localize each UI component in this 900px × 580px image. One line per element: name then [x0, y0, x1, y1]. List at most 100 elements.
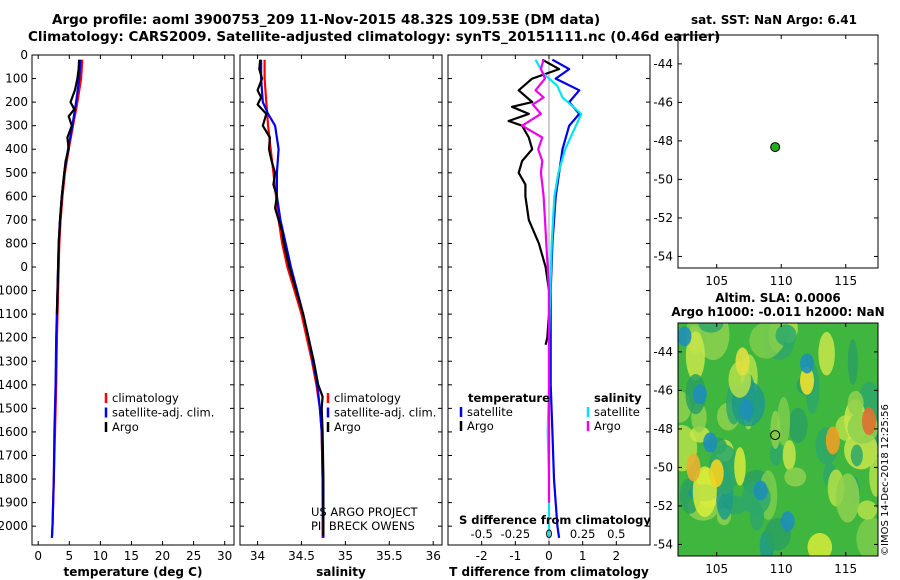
heatmap-cell: [685, 331, 705, 381]
y-tick-label: -50: [653, 172, 673, 186]
heatmap-cell: [850, 444, 863, 467]
legend-item-label: Argo: [467, 419, 494, 433]
x-tick-label: 36: [426, 549, 441, 563]
x-tick-label: -2: [476, 549, 488, 563]
y-tick-label: 1800: [0, 472, 28, 486]
series-line-satellite-adj-clim-: [50, 59, 82, 538]
x-tick-label: 105: [705, 562, 728, 576]
series-line-t-satellite: [549, 58, 581, 539]
y-tick-label: -44: [653, 345, 673, 359]
legend-item-label: satellite-adj. clim.: [112, 406, 214, 420]
y-tick-label: 1000: [0, 284, 28, 298]
series-line-argo: [55, 59, 81, 315]
y-tick-label: -54: [653, 537, 673, 551]
heatmap-cell: [739, 399, 754, 420]
heatmap-cell: [678, 326, 692, 347]
x-tick-label: 35: [338, 549, 353, 563]
series-line-climatology: [263, 59, 324, 538]
x-tick-label: 15: [124, 549, 139, 563]
y-tick-label: 0: [20, 260, 28, 274]
legend-difference: temperaturesatelliteArgosalinitysatellit…: [459, 391, 642, 433]
series-line-argo: [256, 59, 325, 536]
heatmap-cell: [686, 453, 701, 482]
heatmap-cell: [847, 338, 858, 386]
heatmap-cell: [807, 533, 833, 556]
x-tick-label: 110: [770, 274, 793, 288]
x-tick-label: 0: [545, 549, 553, 563]
heatmap-cell: [800, 366, 815, 395]
heatmap-cell: [770, 410, 781, 449]
x-tick-label: 5: [65, 549, 73, 563]
heatmap-cell: [857, 500, 878, 520]
heatmap-cell: [825, 426, 840, 455]
heatmap-cell: [856, 517, 878, 556]
figure-title-line2: Climatology: CARS2009. Satellite-adjuste…: [28, 29, 721, 45]
x-tick-label: 110: [770, 562, 793, 576]
secondary-axis-label: S difference from climatology: [459, 513, 651, 527]
map-sla_map: -44 -46 -48 -50 -52 -54 105 110 115 Altim. SLA: 0…: [653, 291, 884, 576]
map-title: Altim. SLA: 0.0006: [715, 291, 841, 305]
heatmap-cell: [818, 331, 835, 376]
x-tick-label: 2: [613, 549, 621, 563]
series-group: [256, 59, 325, 538]
x-tick-label: 0: [34, 549, 42, 563]
legend-item-label: Argo: [112, 420, 139, 434]
y-tick-label: 800: [5, 236, 28, 250]
x-tick-label: 35.5: [376, 549, 403, 563]
y-tick-label: 100: [5, 72, 28, 86]
plot-frame: [239, 54, 443, 546]
y-tick-label: 400: [5, 142, 28, 156]
heatmap-cell: [835, 473, 860, 523]
heatmap-cell: [749, 502, 765, 531]
heatmap-cell: [777, 397, 791, 446]
s-tick-label: -0.5: [470, 527, 492, 541]
heatmap-cell: [692, 384, 707, 405]
x-tick-label: 20: [155, 549, 170, 563]
legend-item-label: climatology: [112, 391, 179, 405]
legend-item-label: satellite: [594, 405, 640, 419]
heatmap-cell: [769, 441, 783, 467]
heatmap-cell: [800, 353, 815, 374]
x-axis-label: temperature (deg C): [64, 565, 203, 579]
map-sst_map: -44 -46 -48 -50 -52 -54 105 110 115 sat. SST: NaN…: [653, 13, 879, 288]
heatmap-cell: [869, 456, 878, 497]
panel-temperature: 0100200300400500600700800010001100120013…: [0, 48, 235, 579]
y-tick-label: -52: [653, 499, 673, 513]
legend-item-label: satellite-adj. clim.: [334, 406, 436, 420]
x-tick-label: -1: [509, 549, 521, 563]
y-tick-label: 2000: [0, 519, 28, 533]
s-tick-label: 0.5: [607, 527, 625, 541]
legend-title-salinity: salinity: [594, 391, 642, 405]
argo-position-marker: [770, 430, 781, 441]
heatmap-cell: [753, 480, 768, 501]
sla-heatmap: [678, 323, 878, 556]
x-tick-label: 105: [705, 274, 728, 288]
heatmap-cell: [735, 347, 750, 376]
legend-item-label: satellite: [467, 405, 513, 419]
legend-item-label: climatology: [334, 391, 401, 405]
x-tick-label: 115: [834, 274, 857, 288]
legend-item-label: Argo: [594, 419, 621, 433]
y-tick-label: 1900: [0, 496, 28, 510]
series-line-s-satellite: [534, 59, 583, 538]
x-tick-label: 25: [186, 549, 201, 563]
y-tick-label: 1300: [0, 354, 28, 368]
x-tick-label: 1: [579, 549, 587, 563]
s-tick-label: 0: [545, 527, 552, 541]
y-tick-label: -44: [653, 57, 673, 71]
y-tick-label: 300: [5, 119, 28, 133]
y-tick-label: -48: [653, 134, 673, 148]
y-tick-label: 600: [5, 189, 28, 203]
legend-item-label: Argo: [334, 420, 361, 434]
y-tick-label: 200: [5, 95, 28, 109]
x-tick-label: 115: [834, 562, 857, 576]
series-group: [507, 58, 583, 539]
map-frame: [677, 34, 879, 269]
x-axis-label: salinity: [316, 565, 366, 579]
plot-frame: [31, 54, 235, 546]
y-tick-label: -52: [653, 211, 673, 225]
y-tick-label: 1400: [0, 378, 28, 392]
panel-salinity: 34 34.5 35 35.5 36 salinity: [239, 54, 443, 579]
y-tick-label: -50: [653, 460, 673, 474]
